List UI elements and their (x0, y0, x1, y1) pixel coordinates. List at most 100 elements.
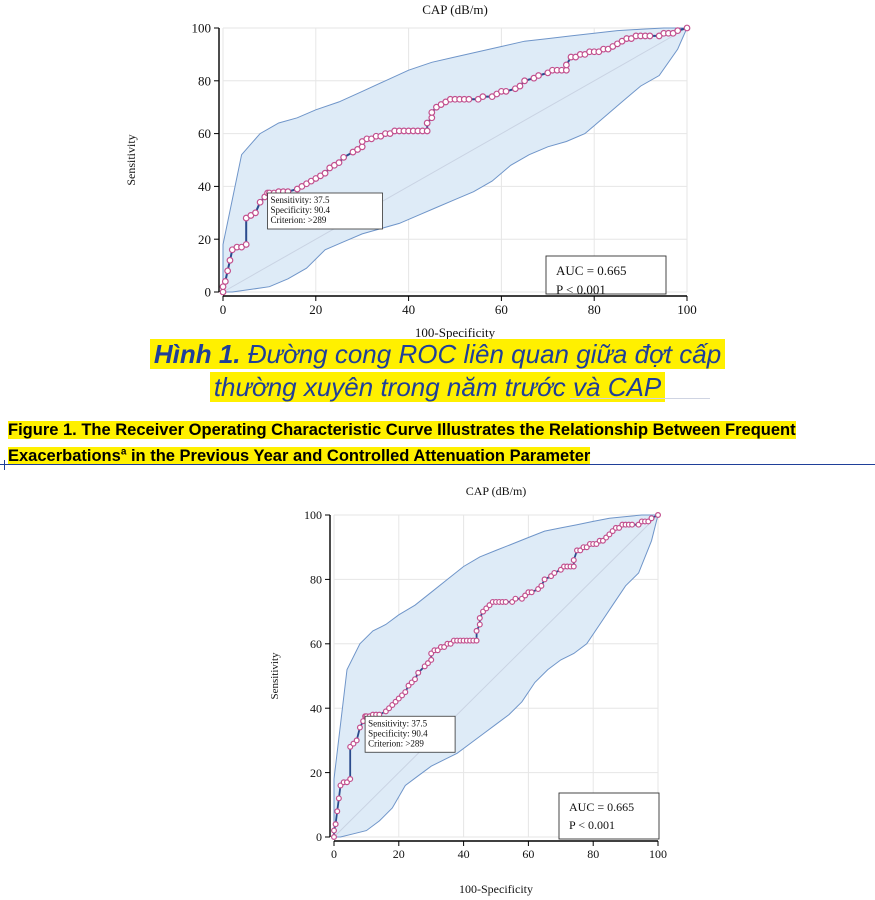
roc-point (224, 267, 232, 275)
auc-line: AUC = 0.665 (569, 800, 634, 814)
roc-point (356, 724, 363, 731)
x-tick-label: 20 (309, 302, 322, 317)
x-tick-label: 20 (393, 847, 405, 861)
y-tick-label: 60 (198, 126, 211, 141)
roc-point (340, 153, 348, 161)
roc-point (423, 119, 431, 127)
roc-point (516, 82, 524, 90)
roc-point (335, 159, 343, 167)
roc-point (479, 93, 487, 101)
english-caption-prefix: Figure 1. The Receiver Operating Charact… (8, 421, 796, 465)
auc-line: P < 0.001 (569, 818, 615, 832)
x-tick-label: 80 (588, 302, 601, 317)
chart-title: CAP (dB/m) (466, 484, 527, 498)
y-tick-label: 80 (198, 73, 211, 88)
x-tick-label: 40 (458, 847, 470, 861)
roc-point (334, 808, 341, 815)
roc-point (551, 569, 558, 576)
criterion-annotation-line: Specificity: 90.4 (271, 205, 331, 215)
y-tick-label: 20 (310, 766, 322, 780)
criterion-annotation-line: Sensitivity: 37.5 (271, 195, 331, 205)
criterion-annotation-line: Criterion: >289 (368, 738, 424, 748)
roc-point (476, 621, 483, 628)
x-axis-label: 100-Specificity (459, 882, 533, 896)
vietnamese-caption-label: Hình 1. (153, 339, 241, 369)
y-axis-label: Sensitivity (124, 134, 138, 185)
roc-point (256, 198, 264, 206)
roc-point (562, 61, 570, 69)
criterion-annotation-line: Criterion: >289 (271, 215, 327, 225)
roc-point (535, 72, 542, 79)
criterion-annotation-box (364, 715, 456, 753)
roc-point (570, 563, 577, 570)
roc-point (415, 669, 422, 676)
roc-point (347, 776, 354, 783)
reference-diagonal (222, 27, 688, 293)
auc-box (558, 792, 660, 840)
y-tick-label: 20 (198, 232, 211, 247)
roc-point (412, 676, 419, 683)
caption-divider (570, 398, 710, 399)
x-tick-label: 60 (522, 847, 534, 861)
x-axis-label: 100-Specificity (415, 325, 496, 340)
chart-top-group: CAP (dB/m) 0 20 40 60 80 100 0 20 40 60 80 100 100-Sp… (124, 2, 697, 340)
y-tick-label: 0 (205, 285, 212, 300)
chart-bottom-group: CAP (dB/m) 0 20 40 60 80 100 0 20 40 60 80 100 100-Sp… (269, 484, 667, 896)
chart-title: CAP (dB/m) (422, 2, 488, 17)
roc-point (221, 278, 229, 285)
roc-point (476, 615, 483, 622)
roc-point (502, 87, 510, 95)
english-caption-suffix: in the Previous Year and Controlled Atte… (126, 446, 591, 465)
roc-point (502, 598, 509, 605)
roc-point (521, 77, 528, 85)
roc-chart-bottom: CAP (dB/m) 0 20 40 60 80 100 0 20 40 60 80 100 100-Sp… (269, 484, 667, 896)
roc-point (335, 795, 342, 802)
roc-point (538, 582, 545, 589)
roc-point (646, 32, 654, 40)
roc-point (331, 827, 338, 834)
roc-point (242, 241, 250, 248)
roc-point (629, 521, 636, 528)
roc-point (321, 169, 329, 177)
x-tick-label: 60 (495, 302, 508, 317)
auc-box (545, 255, 667, 295)
roc-point (674, 27, 682, 35)
vietnamese-caption-line-1: Hình 1. Đường cong ROC liên quan giữa đợ… (0, 338, 875, 370)
y-tick-label: 0 (316, 830, 322, 844)
roc-point (332, 821, 339, 828)
roc-point (648, 515, 655, 522)
roc-point (428, 656, 435, 663)
roc-point (252, 209, 259, 217)
roc-point (226, 256, 234, 264)
y-tick-label: 100 (192, 21, 212, 36)
vietnamese-caption-text-1: Đường cong ROC liên quan giữa đợt cấp (247, 339, 722, 369)
y-tick-label: 60 (310, 637, 322, 651)
section-rule (0, 464, 875, 465)
x-tick-label: 0 (331, 847, 337, 861)
y-tick-label: 40 (310, 701, 322, 715)
auc-line: P < 0.001 (556, 282, 606, 297)
roc-point (353, 737, 360, 744)
roc-point (512, 595, 519, 602)
roc-point (423, 127, 431, 135)
y-axis-label: Sensitivity (269, 652, 281, 700)
roc-point (465, 95, 473, 103)
roc-point (428, 109, 436, 116)
x-tick-label: 40 (402, 302, 415, 317)
criterion-annotation-line: Sensitivity: 37.5 (368, 718, 428, 728)
roc-point (541, 576, 548, 583)
roc-point (473, 637, 480, 644)
x-tick-label: 80 (587, 847, 599, 861)
reference-diagonal (333, 514, 659, 838)
english-caption: Figure 1. The Receiver Operating Charact… (8, 420, 870, 467)
x-tick-label: 100 (649, 847, 667, 861)
criterion-annotation-box (267, 192, 383, 230)
roc-point (331, 834, 338, 841)
roc-point (402, 689, 409, 696)
roc-point (473, 627, 480, 634)
vietnamese-caption-line-2: thường xuyên trong năm trước và CAP (0, 371, 875, 403)
roc-point (528, 589, 535, 596)
auc-line: AUC = 0.665 (556, 263, 627, 278)
y-tick-label: 100 (304, 508, 322, 522)
criterion-annotation-line: Specificity: 90.4 (368, 728, 428, 738)
